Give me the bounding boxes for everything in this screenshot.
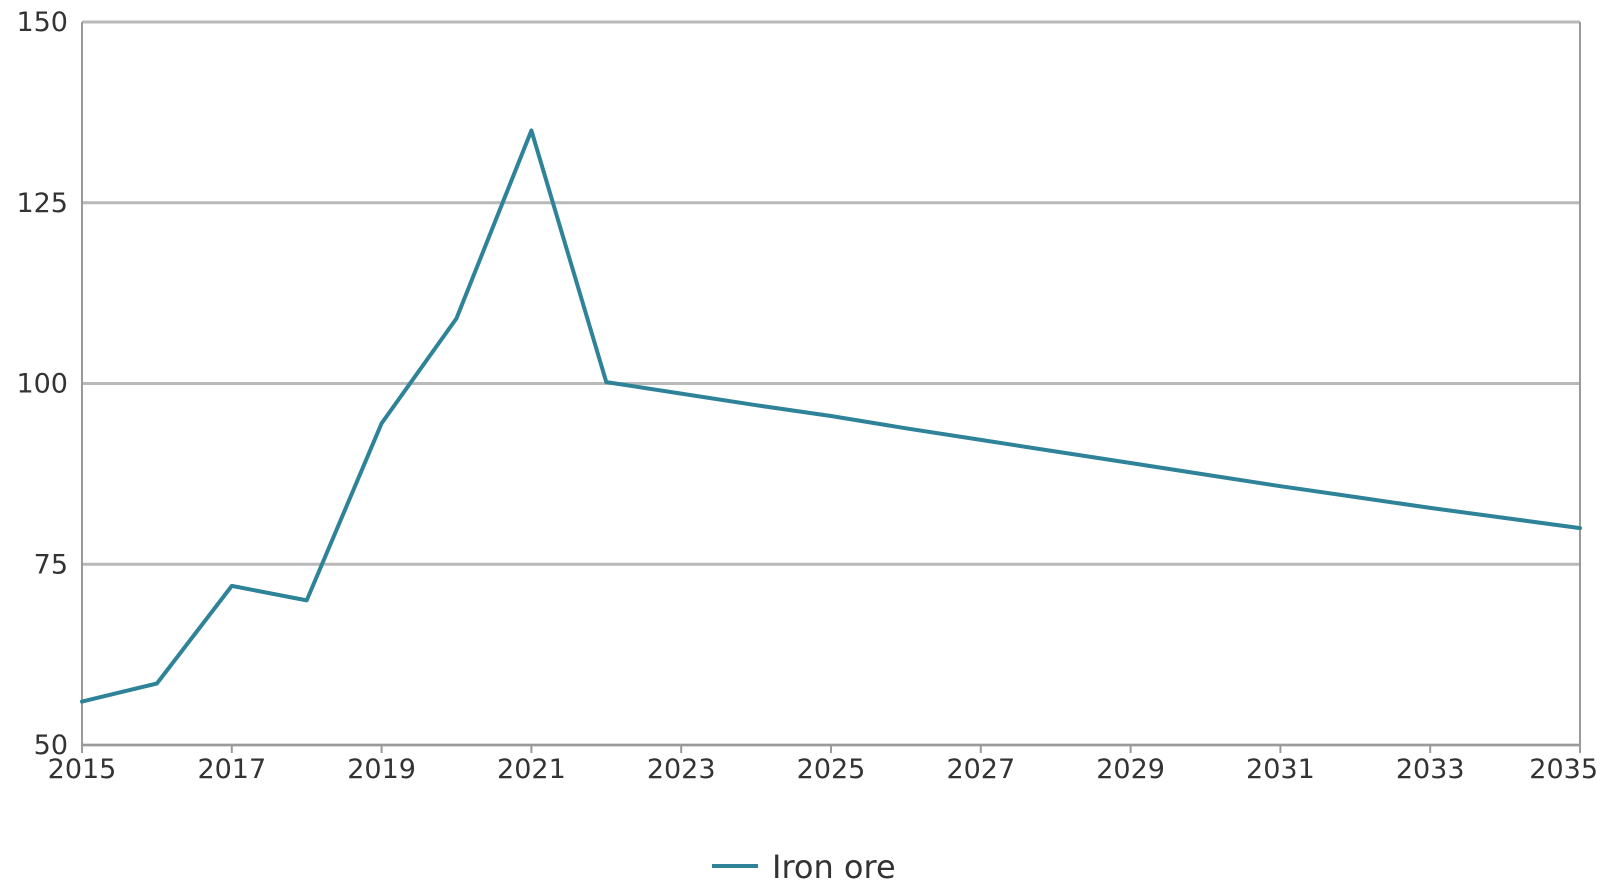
x-tick-label: 2017 [197,754,266,785]
x-tick-label: 2027 [946,754,1015,785]
y-tick-label: 50 [34,730,68,761]
x-tick-label: 2031 [1246,754,1315,785]
x-tick-label: 2023 [647,754,716,785]
legend-label-iron-ore: Iron ore [772,848,896,882]
x-tick-label: 2029 [1096,754,1165,785]
x-tick-label: 2015 [48,754,117,785]
y-tick-label: 125 [16,188,68,219]
grid-lines [82,20,1580,747]
x-tick-label: 2033 [1396,754,1465,785]
x-axis-tick-labels: 2015 2017 2019 2021 2023 2025 2027 2029 2031 2033… [48,754,1598,785]
y-axis-tick-labels: 50 75 100 125 150 [16,7,68,761]
y-tick-label: 150 [16,7,68,38]
x-tick-label: 2021 [497,754,566,785]
y-tick-label: 75 [34,549,68,580]
y-tick-label: 100 [16,369,68,400]
x-tick-label: 2035 [1529,754,1598,785]
series-lines [80,128,1582,704]
legend: Iron ore [712,848,896,882]
x-tick-label: 2025 [797,754,866,785]
axes [81,22,1581,753]
x-tick-label: 2019 [347,754,416,785]
